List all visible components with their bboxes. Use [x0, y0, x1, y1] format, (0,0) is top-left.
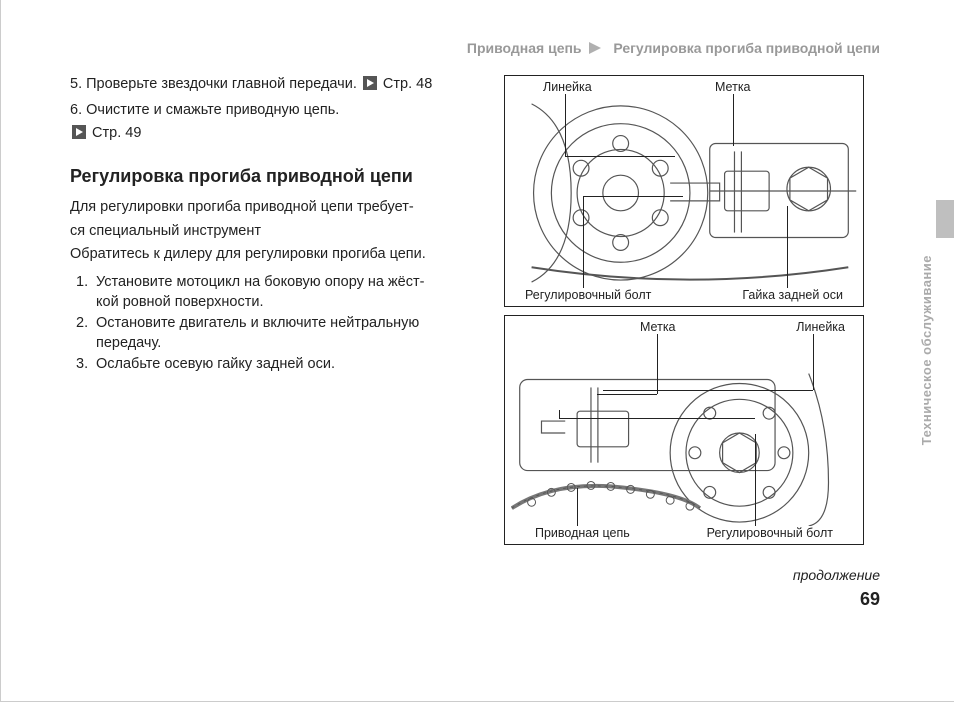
fig2-label-chain: Приводная цепь [535, 526, 630, 540]
leader-line [733, 94, 734, 146]
fig1-label-mark: Метка [715, 80, 751, 94]
list-num: 1. [70, 273, 96, 312]
figure-column: Линейка Метка Регулировочный болт Гайка … [504, 75, 864, 553]
leader-line [565, 94, 566, 156]
page-number: 69 [70, 589, 890, 610]
leader-line [787, 206, 788, 288]
leader-line [755, 434, 756, 526]
leader-line [565, 156, 675, 157]
step-5-ref: Стр. 48 [383, 76, 432, 92]
list-item: 2. Остановите двигатель и включите нейтр… [70, 314, 480, 353]
leader-line [603, 390, 813, 391]
leader-line [597, 394, 657, 395]
figure-1-drawing [511, 94, 857, 288]
leader-line [583, 196, 683, 197]
breadcrumb-right: Регулировка прогиба приводной цепи [613, 40, 880, 56]
breadcrumb-arrow-icon [589, 41, 605, 57]
page-edge [0, 0, 1, 702]
list-text: Ослабьте осевую гайку задней оси. [96, 355, 480, 375]
fig2-label-ruler: Линейка [796, 320, 845, 334]
page-ref-arrow-icon [72, 125, 86, 146]
paragraph: ся специальный инструмент [70, 222, 480, 242]
fig1-label-ruler: Линейка [543, 80, 592, 94]
list-item: 1. Установите мотоцикл на боковую опору … [70, 273, 480, 312]
fig2-label-mark: Метка [640, 320, 676, 334]
step-5-text: 5. Проверьте звездочки главной передачи. [70, 76, 357, 92]
breadcrumb: Приводная цепь Регулировка прогиба приво… [70, 40, 890, 57]
figure-2: Метка Линейка Приводная цепь Регулировоч… [504, 315, 864, 545]
list-text: Остановите двигатель и включите нейтраль… [96, 314, 480, 334]
page-content: Приводная цепь Регулировка прогиба приво… [70, 40, 890, 670]
leader-line [559, 418, 755, 419]
step-6-text: 6. Очистите и смажьте приводную цепь. [70, 102, 339, 118]
leader-line [583, 196, 584, 288]
list-text: кой ровной поверхности. [96, 293, 480, 313]
paragraph: Для регулировки прогиба приводной цепи т… [70, 198, 480, 218]
continuation-label: продолжение [70, 567, 890, 583]
figure-1: Линейка Метка Регулировочный болт Гайка … [504, 75, 864, 307]
text-column: 5. Проверьте звездочки главной передачи.… [70, 75, 480, 553]
list-text: Установите мотоцикл на боковую опору на … [96, 273, 480, 293]
list-num: 2. [70, 314, 96, 353]
fig1-label-axle-nut: Гайка задней оси [742, 288, 843, 302]
side-tab [936, 200, 954, 238]
page-ref-arrow-icon [363, 76, 377, 97]
figure-2-drawing [511, 334, 857, 526]
paragraph: Обратитесь к дилеру для регулировки прог… [70, 245, 480, 265]
leader-line [559, 410, 560, 418]
fig2-label-adj-bolt: Регулировочный болт [707, 526, 833, 540]
sidebar-section-label: Техническое обслуживание [919, 255, 934, 445]
leader-line [657, 334, 658, 394]
step-6-ref: Стр. 49 [92, 125, 141, 141]
list-num: 3. [70, 355, 96, 375]
list-text: передачу. [96, 334, 480, 354]
fig1-label-adj-bolt: Регулировочный болт [525, 288, 651, 302]
breadcrumb-left: Приводная цепь [467, 40, 582, 56]
section-heading: Регулировка прогиба приводной цепи [70, 164, 480, 188]
leader-line [813, 334, 814, 390]
list-item: 3. Ослабьте осевую гайку задней оси. [70, 355, 480, 375]
leader-line [577, 488, 578, 526]
